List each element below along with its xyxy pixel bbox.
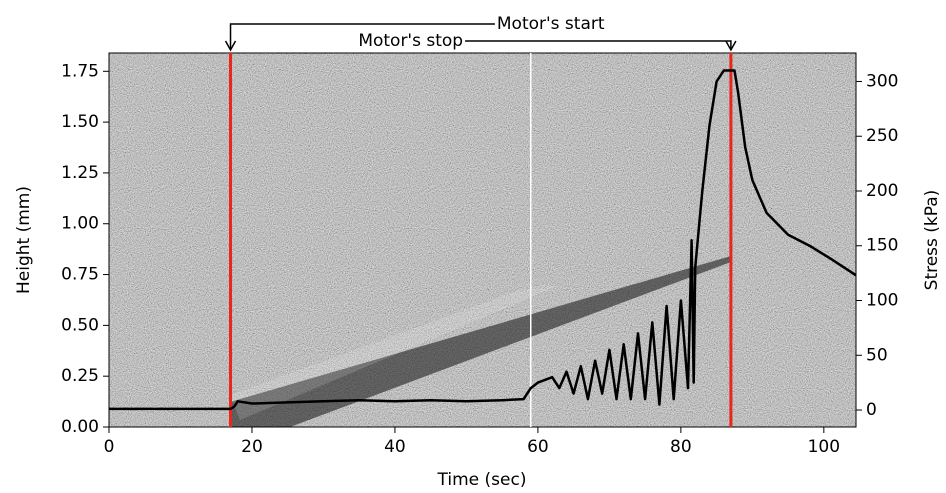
y2-tick-label: 0 (866, 400, 877, 420)
y-tick-label: 0.75 (61, 265, 99, 285)
y2-axis-label: Stress (kPa) (922, 190, 942, 291)
x-tick-label: 20 (241, 437, 263, 457)
arrow-head (725, 40, 737, 52)
x-axis-label: Time (sec) (437, 470, 527, 490)
x-tick-label: 80 (670, 437, 692, 457)
y-tick-label: 1.75 (61, 61, 99, 81)
annotation-text: Motor's start (497, 14, 605, 34)
x-tick-label: 60 (527, 437, 549, 457)
y2-tick-label: 150 (866, 236, 898, 256)
y2-tick-label: 100 (866, 291, 898, 311)
y-axis-label: Height (mm) (14, 186, 34, 294)
annotation-text: Motor's stop (358, 31, 463, 51)
x-tick-label: 0 (104, 437, 115, 457)
y-tick-label: 1.00 (61, 214, 99, 234)
plot-frame (108, 52, 857, 428)
y-tick-label: 1.50 (61, 112, 99, 132)
y2-tick-label: 50 (866, 345, 888, 365)
y-tick-label: 0.25 (61, 366, 99, 386)
image-background (109, 53, 856, 427)
y2-tick-label: 250 (866, 126, 898, 146)
annotation-arrow (229, 23, 495, 49)
stress-line (109, 69, 856, 411)
x-tick-label: 40 (384, 437, 406, 457)
y-tick-label: 1.25 (61, 163, 99, 183)
y2-tick-label: 200 (866, 181, 898, 201)
y-tick-label: 0.00 (61, 417, 99, 437)
arrow-head (224, 40, 237, 52)
annotation-arrow (465, 40, 732, 49)
y2-tick-label: 300 (866, 71, 898, 91)
y-tick-label: 0.50 (61, 315, 99, 335)
x-tick-label: 100 (808, 437, 840, 457)
